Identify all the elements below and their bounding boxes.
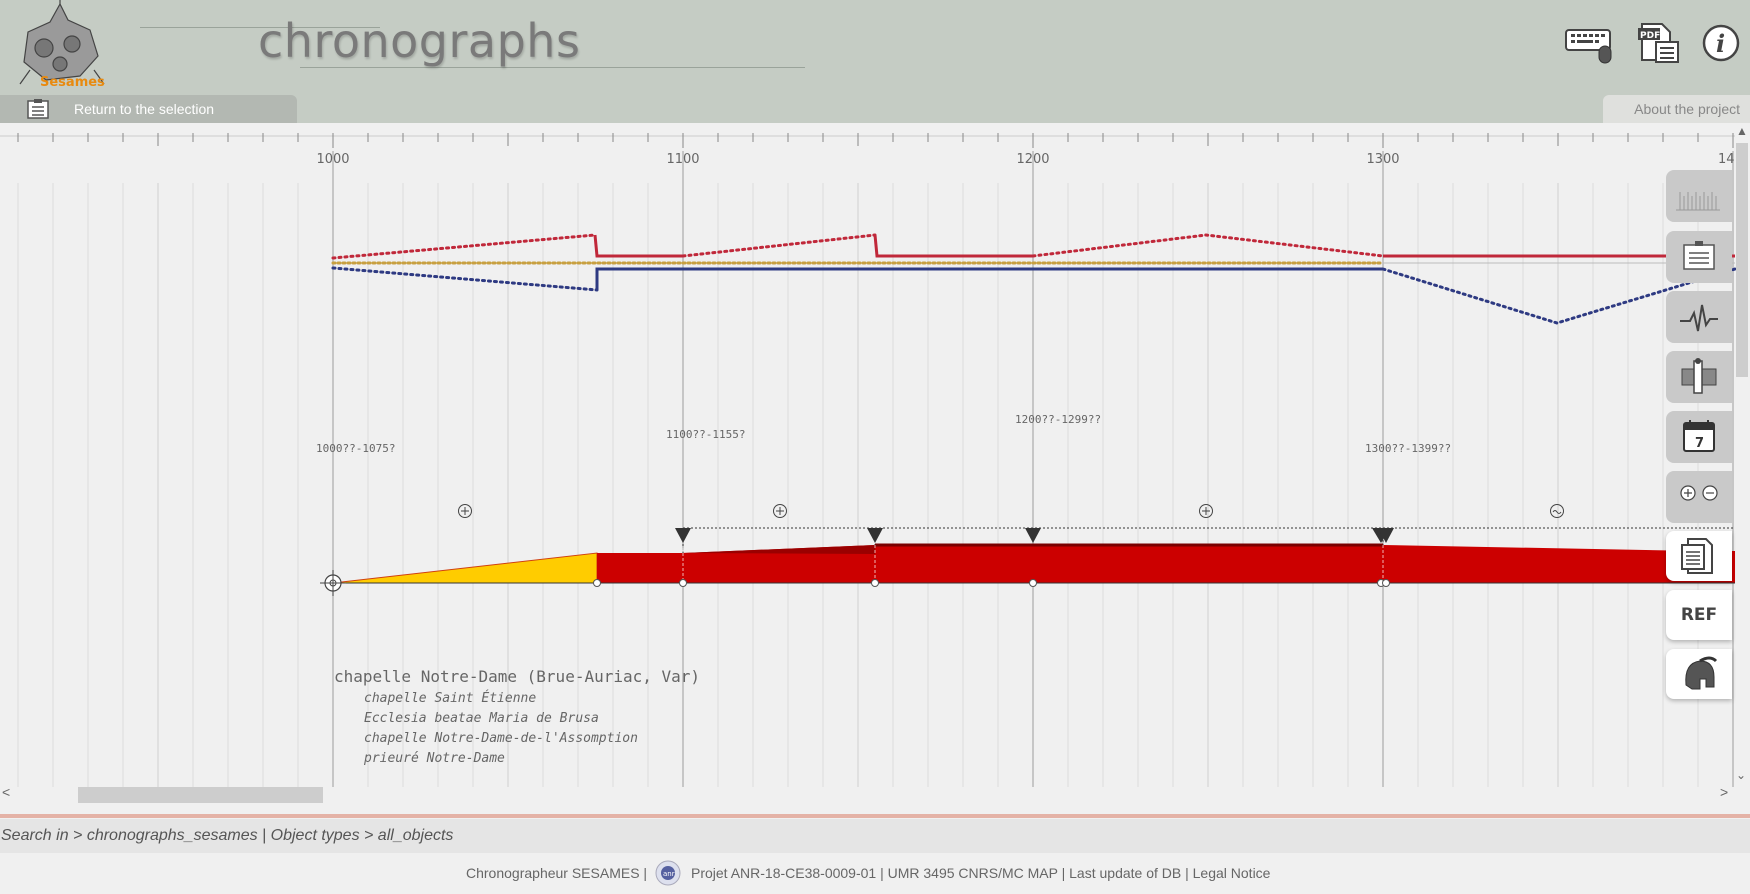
return-label[interactable]: Return to the selection xyxy=(74,101,215,117)
marker-triangle[interactable] xyxy=(867,528,883,543)
chronograph-timeline[interactable]: 1000 1100 1200 1300 14 1000??-1075? 1100… xyxy=(0,123,1750,813)
period-label: 1000??-1075? xyxy=(316,442,395,455)
node-point[interactable] xyxy=(1382,579,1390,587)
calendar-button[interactable]: 7 xyxy=(1666,411,1732,463)
dark-red-wedge xyxy=(683,545,875,554)
vertical-scrollbar-thumb[interactable] xyxy=(1736,143,1748,377)
footer-text-left: Chronographeur SESAMES | xyxy=(466,865,648,881)
info-icon[interactable]: i xyxy=(1698,22,1744,64)
ref-label[interactable]: REF xyxy=(1680,605,1718,625)
ruler-scale-icon xyxy=(1676,192,1720,211)
roman-helmet-icon xyxy=(1685,656,1718,690)
svg-text:i: i xyxy=(1716,29,1725,58)
separator-line xyxy=(0,814,1750,818)
curve-view-button[interactable] xyxy=(1666,291,1732,343)
red-occupation-phase[interactable] xyxy=(597,545,1735,583)
selection-list-button[interactable] xyxy=(1666,231,1732,283)
horizontal-scrollbar-thumb[interactable] xyxy=(78,787,323,803)
scroll-right-arrow[interactable]: > xyxy=(1720,784,1729,800)
node-point[interactable] xyxy=(679,579,687,587)
ruler-label-1200: 1200 xyxy=(1016,152,1049,167)
site-alias: chapelle Saint Étienne xyxy=(364,690,536,706)
column-layer-icon xyxy=(1681,358,1717,394)
footer: Chronographeur SESAMES | anr Projet ANR-… xyxy=(0,853,1750,894)
marker-triangle[interactable] xyxy=(1025,528,1041,543)
zoom-in-out-icon xyxy=(1680,485,1718,501)
scroll-left-arrow[interactable]: < xyxy=(2,784,11,800)
zoom-button[interactable] xyxy=(1666,471,1732,523)
title-decor-line xyxy=(300,67,805,68)
site-alias: prieuré Notre-Dame xyxy=(363,751,505,766)
node-point[interactable] xyxy=(871,579,879,587)
ruler-label-1000: 1000 xyxy=(316,152,349,167)
period-label: 1300??-1399?? xyxy=(1365,442,1451,455)
stratigraphy-button[interactable] xyxy=(1666,351,1732,403)
breadcrumb-text[interactable]: Search in > chronographs_sesames | Objec… xyxy=(1,827,454,844)
node-point[interactable] xyxy=(593,579,601,587)
document-notes-icon xyxy=(1681,538,1713,574)
pulse-curve-icon xyxy=(1680,304,1718,332)
breadcrumb: Search in > chronographs_sesames | Objec… xyxy=(0,819,1750,853)
references-button[interactable]: REF xyxy=(1666,590,1732,640)
period-label: 1200??-1299?? xyxy=(1015,413,1101,426)
about-label[interactable]: About the project xyxy=(1634,101,1740,117)
calendar-icon: 7 xyxy=(1683,420,1715,452)
node-point[interactable] xyxy=(1029,579,1037,587)
anr-logo-icon: anr xyxy=(655,860,681,886)
keyboard-mouse-icon[interactable] xyxy=(1565,22,1615,64)
ruler-label-1400: 14 xyxy=(1718,152,1735,167)
grid-lines xyxy=(17,151,1734,787)
clipboard-list-icon xyxy=(1683,241,1715,270)
blue-solid-line xyxy=(595,267,1383,290)
svg-text:anr: anr xyxy=(663,870,675,878)
red-dotted-line xyxy=(681,233,877,258)
title-decor-line xyxy=(140,27,380,28)
site-alias: Ecclesia beatae Maria de Brusa xyxy=(364,711,599,726)
yellow-rising-phase[interactable] xyxy=(332,552,598,584)
expand-plus-icon[interactable] xyxy=(1199,504,1213,518)
expand-plus-icon[interactable] xyxy=(773,504,787,518)
period-markers[interactable] xyxy=(675,528,1394,543)
red-dotted-line xyxy=(1031,233,1385,258)
red-dotted-line xyxy=(331,233,597,260)
blue-dotted-line xyxy=(331,266,599,292)
return-to-selection-tab[interactable]: Return to the selection xyxy=(0,95,297,123)
app-title: chronographs xyxy=(258,14,581,68)
about-project-tab[interactable]: About the project xyxy=(1603,95,1750,123)
blue-dotted-line xyxy=(1381,267,1737,325)
list-icon xyxy=(27,99,49,119)
pdf-icon[interactable]: PDF xyxy=(1636,22,1682,64)
expand-plus-icon[interactable] xyxy=(458,504,472,518)
scroll-down-arrow[interactable]: ⌄ xyxy=(1736,768,1747,782)
ruler-label-1100: 1100 xyxy=(666,152,699,167)
app-header: Sesames chronographs PDF i Return to the… xyxy=(0,0,1750,123)
period-label: 1100??-1155? xyxy=(666,428,745,441)
svg-text:PDF: PDF xyxy=(1640,31,1660,41)
ruler-label-1300: 1300 xyxy=(1366,152,1399,167)
red-solid-line xyxy=(593,234,683,258)
ruler-ticks xyxy=(17,133,1734,148)
scale-ruler-button[interactable] xyxy=(1666,170,1732,222)
approx-icon[interactable] xyxy=(1550,504,1564,518)
scroll-up-arrow[interactable]: ▲ xyxy=(1736,124,1748,138)
site-alias: chapelle Notre-Dame-de-l'Assomption xyxy=(364,731,638,746)
footer-text-right[interactable]: Projet ANR-18-CE38-0009-01 | UMR 3495 CN… xyxy=(691,865,1271,881)
red-solid-line xyxy=(873,234,1033,258)
calendar-day: 7 xyxy=(1695,436,1704,451)
helmet-button[interactable] xyxy=(1666,649,1732,699)
document-button[interactable] xyxy=(1666,531,1732,581)
site-name: chapelle Notre-Dame (Brue-Auriac, Var) xyxy=(334,667,700,686)
start-target-icon[interactable] xyxy=(320,570,346,596)
marker-triangle[interactable] xyxy=(675,528,691,543)
logo-text: Sesames xyxy=(40,75,105,90)
sesames-logo[interactable]: Sesames xyxy=(10,0,112,92)
